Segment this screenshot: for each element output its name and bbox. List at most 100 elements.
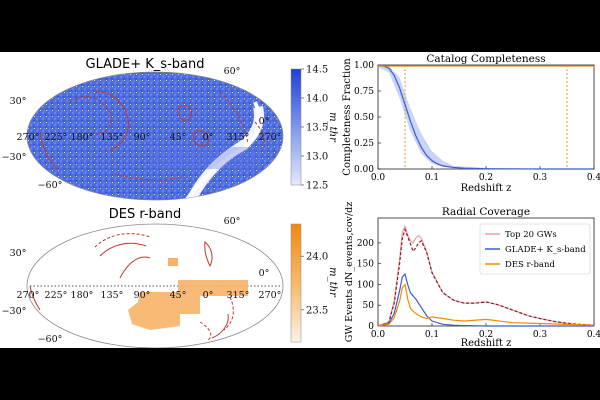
lat-tick-label: 60° bbox=[224, 216, 241, 227]
lon-tick-label: 225° bbox=[45, 132, 68, 143]
des-footprint-patch bbox=[168, 258, 178, 266]
des-colorbar-ticks: 23.5 24.0 bbox=[301, 252, 328, 316]
x-tick-label: 0.1 bbox=[425, 173, 439, 183]
completeness-xlabel: Redshift z bbox=[461, 183, 512, 194]
gw-contour bbox=[94, 91, 129, 151]
series-line bbox=[377, 64, 594, 170]
legend-label: DES r-band bbox=[505, 260, 555, 270]
gw-contour bbox=[119, 256, 151, 279]
colorbar-tick-label: 14.0 bbox=[306, 94, 328, 105]
lon-tick-label: 180° bbox=[71, 132, 94, 143]
lon-tick-label: 270° bbox=[17, 132, 40, 143]
lat-tick-label: −60° bbox=[38, 334, 63, 345]
gw-contour bbox=[178, 104, 193, 121]
gw-contour bbox=[219, 91, 249, 145]
des-lon-labels: 270° 225° 180° 135° 90° 45° 0° 315° 270° bbox=[17, 290, 282, 301]
radial-ylabel: GW Events dN_events,cov/dz bbox=[344, 202, 355, 342]
galactic-plane-core bbox=[183, 101, 261, 200]
y-tick-label: 0.75 bbox=[354, 87, 374, 97]
y-tick-label: 0 bbox=[368, 322, 374, 332]
lon-tick-label: 45° bbox=[170, 290, 187, 301]
completeness-title: Catalog Completeness bbox=[426, 53, 545, 65]
lon-tick-label: 315° bbox=[227, 290, 250, 301]
y-tick-label: 0.25 bbox=[354, 139, 374, 149]
y-tick-label: 1.00 bbox=[354, 61, 374, 71]
y-tick-label: 150 bbox=[357, 260, 374, 270]
series-line bbox=[377, 227, 595, 327]
lon-tick-label: 135° bbox=[101, 132, 124, 143]
lat-tick-label: 30° bbox=[10, 248, 27, 259]
legend-label: GLADE+ K_s-band bbox=[505, 245, 586, 255]
lat-tick-label: −30° bbox=[2, 152, 27, 163]
glade-colorbar-label: m_thr bbox=[327, 112, 338, 143]
colorbar-tick-label: 12.5 bbox=[306, 181, 328, 192]
des-skymap-panel: DES r-band 270° 225° 180° 135° 90° 45° 0… bbox=[2, 207, 338, 349]
gw-contour bbox=[39, 131, 59, 171]
x-tick-label: 0.3 bbox=[533, 173, 548, 183]
radial-legend: Top 20 GWs GLADE+ K_s-band DES r-band bbox=[479, 223, 591, 275]
y-tick-label: 50 bbox=[363, 301, 375, 311]
lat-tick-label: 0° bbox=[259, 268, 270, 279]
lat-tick-label: 60° bbox=[224, 66, 241, 77]
lon-tick-label: 90° bbox=[134, 132, 151, 143]
legend-label: Top 20 GWs bbox=[505, 230, 557, 240]
y-tick-label: 0.50 bbox=[354, 113, 374, 123]
glade-skymap-panel: GLADE+ K_s-band 270° 225° 180° 135° 90° … bbox=[2, 57, 338, 201]
figure: GLADE+ K_s-band 270° 225° 180° 135° 90° … bbox=[0, 52, 600, 349]
series-line bbox=[377, 283, 595, 327]
x-tick-label: 0.2 bbox=[479, 330, 493, 340]
series-line bbox=[377, 272, 594, 327]
legend-box bbox=[479, 223, 591, 275]
lon-tick-label: 225° bbox=[45, 290, 68, 301]
des-map-title: DES r-band bbox=[109, 207, 182, 222]
gw-contour bbox=[254, 121, 265, 151]
lon-tick-label: 0° bbox=[203, 290, 214, 301]
colorbar-tick-label: 14.5 bbox=[306, 65, 328, 76]
lon-tick-label: 135° bbox=[101, 290, 124, 301]
colorbar-tick-label: 13.5 bbox=[306, 123, 328, 134]
gw-contour bbox=[29, 285, 41, 311]
lon-tick-label: 270° bbox=[259, 132, 282, 143]
y-tick-label: 0.00 bbox=[354, 165, 374, 175]
radial-coverage-panel: Radial Coverage 0.0 0.1 0.2 0.3 0.4 0 50 100 150… bbox=[344, 202, 600, 349]
radial-xlabel: Redshift z bbox=[461, 338, 512, 348]
completeness-plot: 0.0 0.1 0.2 0.3 0.4 0.00 0.25 0.50 0.75 1.00 bbox=[354, 61, 600, 183]
glade-lat-labels: 60° 30° 0° −30° −60° bbox=[2, 66, 270, 191]
glade-survey-patch bbox=[150, 147, 260, 169]
des-colorbar-label: m_thr bbox=[327, 267, 338, 298]
lon-tick-label: 315° bbox=[227, 132, 250, 143]
radial-plot: 0.0 0.1 0.2 0.3 0.4 0 50 100 150 200 bbox=[357, 224, 600, 340]
x-tick-label: 0.3 bbox=[533, 330, 548, 340]
x-tick-label: 0.2 bbox=[479, 173, 493, 183]
lat-tick-label: 0° bbox=[259, 116, 270, 127]
y-tick-label: 100 bbox=[357, 280, 374, 290]
completeness-ylabel: Completeness Fraction bbox=[342, 58, 353, 176]
colorbar-tick-label: 23.5 bbox=[306, 305, 328, 316]
glade-colorbar bbox=[290, 68, 302, 186]
lon-tick-label: 90° bbox=[134, 290, 151, 301]
lon-tick-label: 45° bbox=[170, 132, 187, 143]
lon-tick-label: 270° bbox=[17, 290, 40, 301]
lat-tick-label: −60° bbox=[38, 180, 63, 191]
gw-contour bbox=[204, 241, 213, 268]
x-tick-label: 0.1 bbox=[425, 330, 439, 340]
x-tick-label: 0.4 bbox=[587, 173, 600, 183]
colorbar-tick-label: 13.0 bbox=[306, 152, 328, 163]
x-tick-label: 0.4 bbox=[587, 330, 600, 340]
radial-title: Radial Coverage bbox=[442, 206, 530, 218]
lon-tick-label: 270° bbox=[259, 290, 282, 301]
glade-lon-labels: 270° 225° 180° 135° 90° 45° 0° 315° 270° bbox=[17, 132, 282, 143]
lon-tick-label: 180° bbox=[71, 290, 94, 301]
gw-contour bbox=[114, 173, 186, 181]
y-tick-label: 200 bbox=[357, 239, 374, 249]
des-colorbar bbox=[290, 223, 302, 343]
lat-tick-label: 30° bbox=[10, 96, 27, 107]
lon-tick-label: 0° bbox=[203, 132, 214, 143]
colorbar-tick-label: 24.0 bbox=[306, 252, 328, 263]
gw-contour bbox=[199, 321, 212, 341]
gw-contour bbox=[69, 96, 112, 135]
x-tick-label: 0.0 bbox=[371, 173, 386, 183]
lat-tick-label: −30° bbox=[2, 306, 27, 317]
x-tick-label: 0.0 bbox=[371, 330, 386, 340]
gw-contour bbox=[211, 313, 229, 339]
